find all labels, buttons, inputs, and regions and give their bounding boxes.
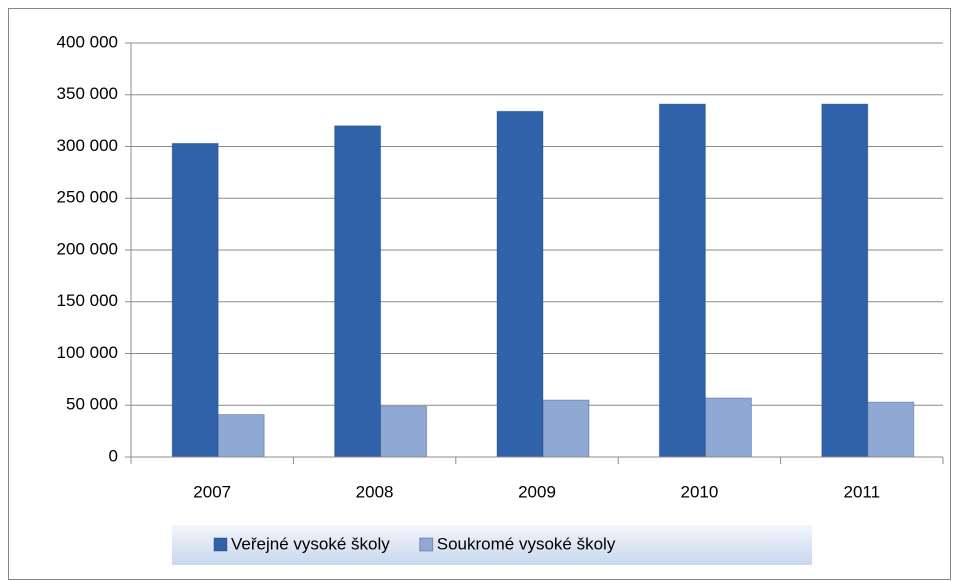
y-tick-label: 250 000 bbox=[57, 188, 118, 207]
bar bbox=[334, 125, 382, 458]
bar bbox=[380, 405, 428, 458]
y-tick-label: 0 bbox=[109, 446, 118, 465]
bar bbox=[658, 103, 706, 458]
y-tick-label: 100 000 bbox=[57, 343, 118, 362]
bar bbox=[542, 399, 590, 458]
y-tick-label: 400 000 bbox=[57, 32, 118, 51]
chart-border bbox=[8, 8, 951, 580]
x-tick-label: 2010 bbox=[680, 482, 718, 501]
x-tick-label: 2011 bbox=[844, 482, 881, 501]
y-tick-label: 300 000 bbox=[57, 136, 118, 155]
bar bbox=[496, 110, 544, 458]
bar bbox=[704, 397, 752, 458]
bar bbox=[867, 401, 915, 458]
y-tick-label: 50 000 bbox=[66, 395, 118, 414]
x-tick-label: 2008 bbox=[356, 482, 394, 501]
y-tick-label: 200 000 bbox=[57, 239, 118, 258]
legend-swatch bbox=[213, 537, 228, 552]
bar bbox=[171, 142, 219, 458]
y-tick-label: 150 000 bbox=[57, 291, 118, 310]
bar bbox=[217, 414, 265, 458]
y-tick-label: 350 000 bbox=[57, 84, 118, 103]
bar bbox=[821, 103, 869, 458]
legend-box bbox=[172, 525, 812, 565]
x-tick-label: 2009 bbox=[518, 482, 556, 501]
legend-swatch bbox=[419, 537, 434, 552]
x-tick-label: 2007 bbox=[193, 482, 231, 501]
legend-label: Soukromé vysoké školy bbox=[437, 534, 616, 553]
legend-label: Veřejné vysoké školy bbox=[231, 534, 390, 553]
